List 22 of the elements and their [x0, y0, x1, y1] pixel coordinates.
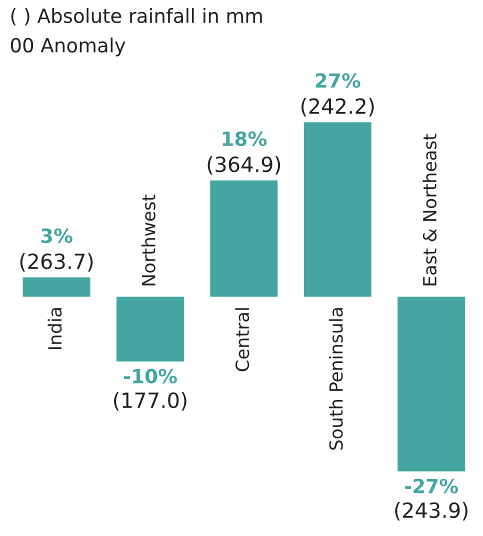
x-tick-label: Central [235, 308, 250, 372]
annotation: (242.2) [301, 98, 374, 116]
annotation: (177.0) [114, 392, 186, 411]
annotation: (364.9) [208, 156, 280, 175]
data-label: 18% [222, 131, 267, 146]
data-label: -10% [124, 368, 177, 384]
bar [304, 122, 372, 297]
data-label: 3% [41, 228, 72, 244]
annotation: (243.9) [395, 502, 468, 521]
x-tick-label: East & Northeast [422, 134, 437, 286]
x-tick-label: Northwest [141, 194, 156, 286]
text: 00 Anomaly [10, 38, 126, 56]
annotation: (263.7) [20, 253, 93, 272]
data-label: -27% [405, 478, 458, 494]
bar [210, 180, 278, 297]
text: ( ) Absolute rainfall in mm [11, 8, 262, 26]
bar [22, 277, 90, 297]
x-tick-label: South Peninsula [328, 308, 343, 450]
bar [398, 296, 466, 472]
bar [116, 296, 184, 362]
data-label: 27% [316, 73, 360, 88]
x-tick-label: India [48, 308, 62, 350]
